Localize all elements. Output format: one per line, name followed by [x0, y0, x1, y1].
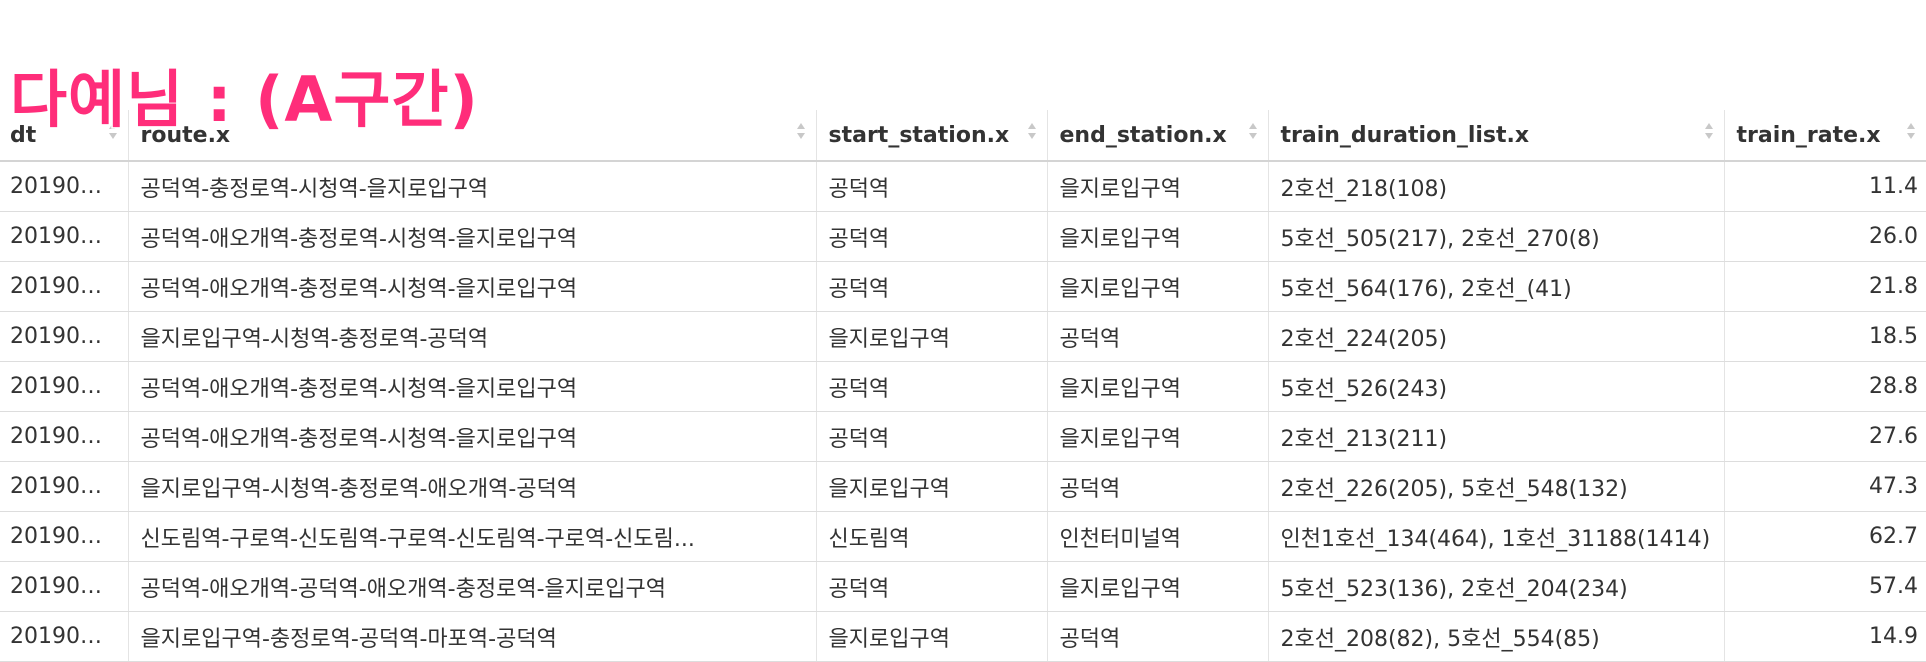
column-header-label: train_rate.x [1736, 122, 1881, 148]
cell-train-duration-list: 5호선_523(136), 2호선_204(234) [1268, 561, 1725, 612]
cell-dt: 20190709 [0, 261, 129, 312]
cell-start-station: 공덕역 [816, 211, 1048, 262]
cell-route: 공덕역-애오개역-공덕역-애오개역-충정로역-을지로입구역 [128, 561, 817, 612]
column-header-label: dt [10, 122, 37, 148]
cell-route: 공덕역-충정로역-시청역-을지로입구역 [128, 161, 817, 212]
cell-train-duration-list: 5호선_564(176), 2호선_(41) [1268, 261, 1725, 312]
cell-train-rate: 18.5 [1724, 311, 1926, 362]
sort-arrows-icon[interactable] [1248, 120, 1258, 142]
cell-dt: 20190727 [0, 511, 129, 562]
table-row[interactable]: 20190715 을지로입구역-시청역-충정로역-공덕역 을지로입구역 공덕역 2호선_… [0, 311, 1926, 362]
column-header-label: end_station.x [1059, 122, 1227, 148]
cell-start-station: 공덕역 [816, 411, 1048, 462]
cell-start-station: 신도림역 [816, 511, 1048, 562]
table-row[interactable]: 20190708 공덕역-애오개역-충정로역-시청역-을지로입구역 공덕역 을지로입구… [0, 211, 1926, 262]
cell-end-station: 을지로입구역 [1047, 561, 1269, 612]
data-table: dt route.x start_station.x end_station.x tra… [0, 110, 1926, 662]
table-row[interactable]: 20190727 신도림역-구로역-신도림역-구로역-신도림역-구로역-신도림..… [0, 511, 1926, 562]
cell-dt: 20190717 [0, 361, 129, 412]
cell-train-duration-list: 2호선_208(82), 5호선_554(85) [1268, 611, 1725, 662]
cell-route: 을지로입구역-시청역-충정로역-공덕역 [128, 311, 817, 362]
cell-train-duration-list: 5호선_505(217), 2호선_270(8) [1268, 211, 1725, 262]
cell-train-rate: 27.6 [1724, 411, 1926, 462]
data-table-container: dt route.x start_station.x end_station.x tra… [0, 110, 1926, 662]
column-header-label: start_station.x [828, 122, 1010, 148]
column-header-start-station[interactable]: start_station.x [816, 110, 1048, 162]
cell-route: 공덕역-애오개역-충정로역-시청역-을지로입구역 [128, 361, 817, 412]
cell-route: 공덕역-애오개역-충정로역-시청역-을지로입구역 [128, 411, 817, 462]
cell-start-station: 을지로입구역 [816, 611, 1048, 662]
cell-end-station: 공덕역 [1047, 461, 1269, 512]
cell-dt: 20190725 [0, 411, 129, 462]
table-row[interactable]: 20190725 공덕역-애오개역-충정로역-시청역-을지로입구역 공덕역 을지로입구… [0, 411, 1926, 462]
sort-arrows-icon[interactable] [796, 120, 806, 142]
sort-arrows-icon[interactable] [108, 120, 118, 142]
sort-arrows-icon[interactable] [1704, 120, 1714, 142]
cell-route: 을지로입구역-시청역-충정로역-애오개역-공덕역 [128, 461, 817, 512]
cell-end-station: 을지로입구역 [1047, 261, 1269, 312]
cell-route: 을지로입구역-충정로역-공덕역-마포역-공덕역 [128, 611, 817, 662]
cell-train-rate: 11.4 [1724, 161, 1926, 212]
cell-start-station: 공덕역 [816, 161, 1048, 212]
cell-start-station: 을지로입구역 [816, 461, 1048, 512]
cell-train-duration-list: 2호선_218(108) [1268, 161, 1725, 212]
cell-start-station: 을지로입구역 [816, 311, 1048, 362]
cell-train-rate: 14.9 [1724, 611, 1926, 662]
cell-route: 공덕역-애오개역-충정로역-시청역-을지로입구역 [128, 261, 817, 312]
cell-dt: 20190708 [0, 211, 129, 262]
column-header-route[interactable]: route.x [128, 110, 817, 162]
cell-end-station: 을지로입구역 [1047, 411, 1269, 462]
cell-dt: 20190730 [0, 611, 129, 662]
table-row[interactable]: 20190730 을지로입구역-충정로역-공덕역-마포역-공덕역 을지로입구역 공덕역… [0, 611, 1926, 662]
cell-start-station: 공덕역 [816, 361, 1048, 412]
cell-end-station: 을지로입구역 [1047, 211, 1269, 262]
column-header-train-rate[interactable]: train_rate.x [1724, 110, 1926, 162]
cell-start-station: 공덕역 [816, 261, 1048, 312]
cell-dt: 20190715 [0, 311, 129, 362]
table-row[interactable]: 20190704 공덕역-충정로역-시청역-을지로입구역 공덕역 을지로입구역 2호선_… [0, 161, 1926, 212]
cell-end-station: 공덕역 [1047, 611, 1269, 662]
cell-train-duration-list: 5호선_526(243) [1268, 361, 1725, 412]
column-header-dt[interactable]: dt [0, 110, 129, 162]
table-row[interactable]: 20190730 공덕역-애오개역-공덕역-애오개역-충정로역-을지로입구역 공덕역… [0, 561, 1926, 612]
table-body: 20190704 공덕역-충정로역-시청역-을지로입구역 공덕역 을지로입구역 2호선_… [0, 161, 1926, 662]
cell-route: 공덕역-애오개역-충정로역-시청역-을지로입구역 [128, 211, 817, 262]
cell-train-rate: 28.8 [1724, 361, 1926, 412]
cell-train-rate: 21.8 [1724, 261, 1926, 312]
cell-end-station: 을지로입구역 [1047, 161, 1269, 212]
cell-train-duration-list: 인천1호선_134(464), 1호선_31188(1414) [1268, 511, 1725, 562]
cell-train-rate: 26.0 [1724, 211, 1926, 262]
cell-route: 신도림역-구로역-신도림역-구로역-신도림역-구로역-신도림... [128, 511, 817, 562]
header-row: dt route.x start_station.x end_station.x tra… [0, 110, 1926, 162]
cell-train-duration-list: 2호선_213(211) [1268, 411, 1725, 462]
cell-train-rate: 47.3 [1724, 461, 1926, 512]
sort-arrows-icon[interactable] [1027, 120, 1037, 142]
cell-dt: 20190704 [0, 161, 129, 212]
table-row[interactable]: 20190709 공덕역-애오개역-충정로역-시청역-을지로입구역 공덕역 을지로입구… [0, 261, 1926, 312]
cell-dt: 20190730 [0, 561, 129, 612]
cell-train-duration-list: 2호선_224(205) [1268, 311, 1725, 362]
column-header-end-station[interactable]: end_station.x [1047, 110, 1269, 162]
cell-end-station: 인천터미널역 [1047, 511, 1269, 562]
table-row[interactable]: 20190726 을지로입구역-시청역-충정로역-애오개역-공덕역 을지로입구역 공덕… [0, 461, 1926, 512]
cell-train-rate: 57.4 [1724, 561, 1926, 612]
column-header-train-duration-list[interactable]: train_duration_list.x [1268, 110, 1725, 162]
cell-train-rate: 62.7 [1724, 511, 1926, 562]
cell-end-station: 을지로입구역 [1047, 361, 1269, 412]
column-header-label: train_duration_list.x [1280, 122, 1530, 148]
cell-dt: 20190726 [0, 461, 129, 512]
table-row[interactable]: 20190717 공덕역-애오개역-충정로역-시청역-을지로입구역 공덕역 을지로입구… [0, 361, 1926, 412]
cell-train-duration-list: 2호선_226(205), 5호선_548(132) [1268, 461, 1725, 512]
cell-start-station: 공덕역 [816, 561, 1048, 612]
column-header-label: route.x [140, 122, 231, 148]
cell-end-station: 공덕역 [1047, 311, 1269, 362]
sort-arrows-icon[interactable] [1906, 120, 1916, 142]
overlay-title: 다예님 : (A구간) [9, 62, 480, 138]
